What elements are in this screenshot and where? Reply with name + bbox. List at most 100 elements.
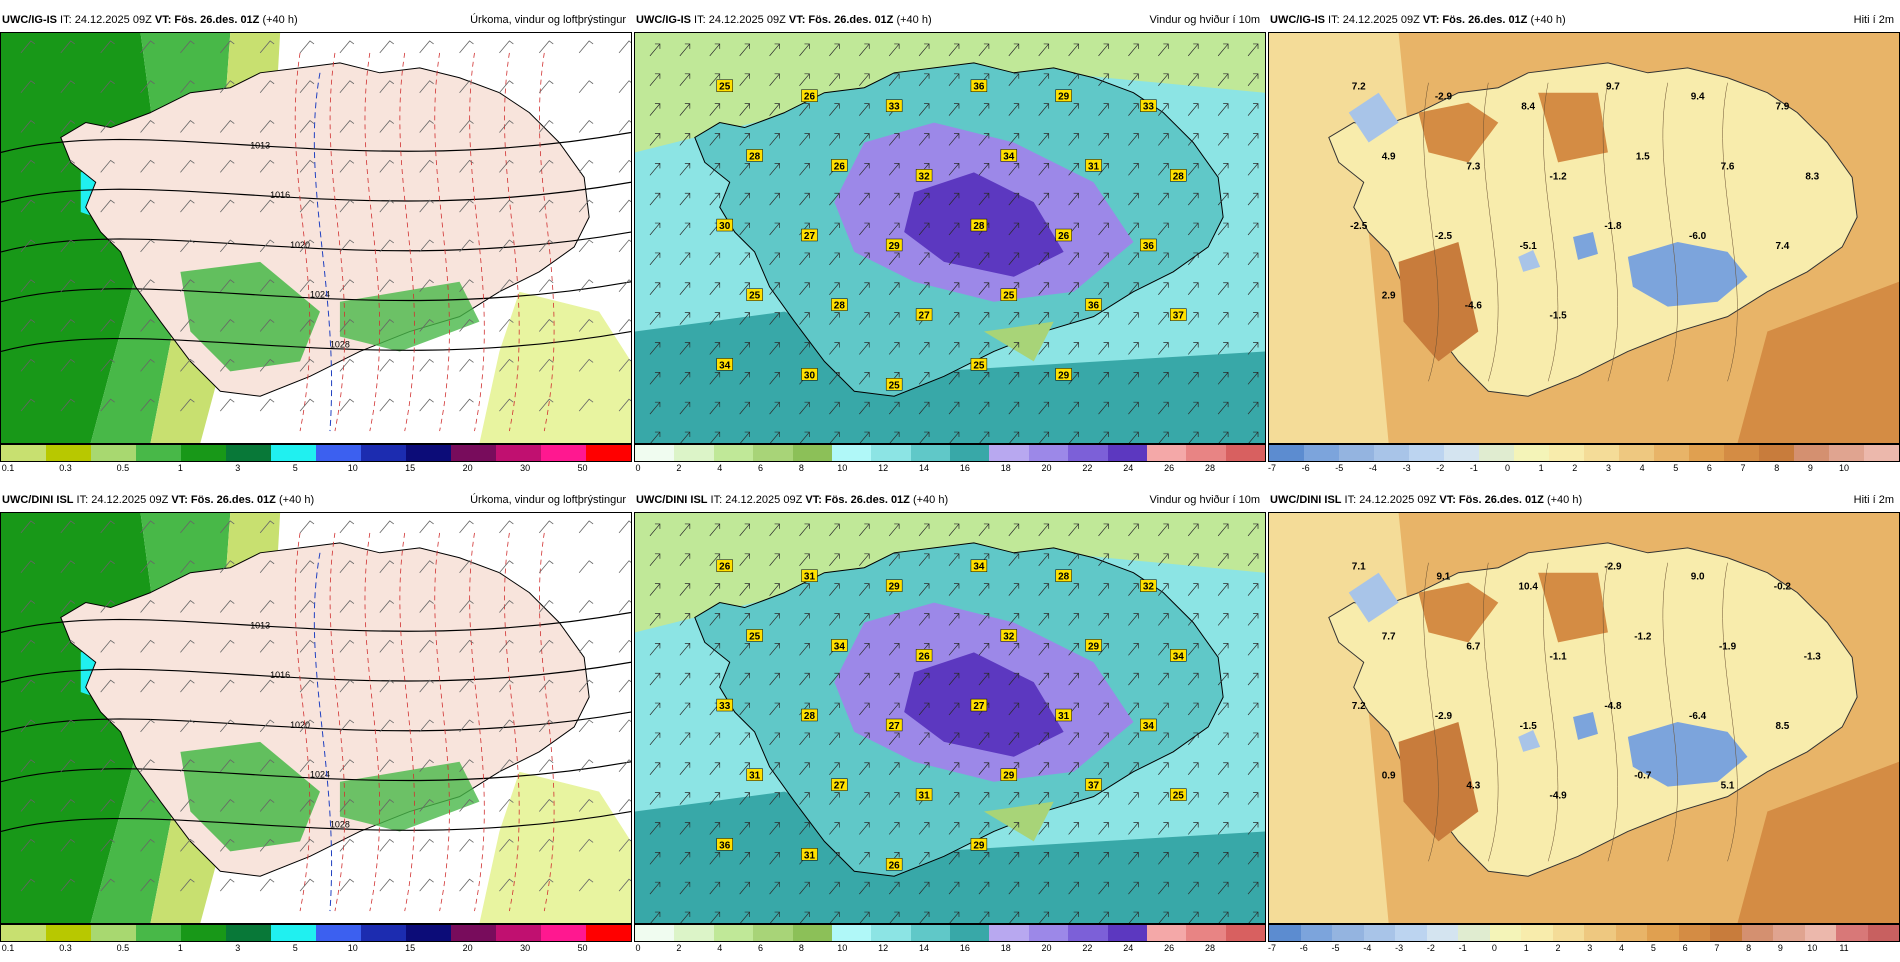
- gust-value-label: 37: [1088, 781, 1100, 792]
- wind-barb: [499, 878, 514, 892]
- wind-arrow: [739, 672, 750, 686]
- wind-barb: [339, 199, 355, 213]
- wind-barb: [299, 878, 315, 892]
- gust-value-label: 29: [973, 840, 985, 851]
- wind-barb: [419, 719, 434, 733]
- gust-value-label: 34: [719, 360, 731, 371]
- map-area: 26 31 29 34 28 32 25 34 26 32 29 34 33 28 27 27 31 34 31 27…: [634, 512, 1266, 924]
- wind-arrow: [1068, 312, 1079, 325]
- wind-arrow: [1158, 672, 1169, 686]
- wind-arrow: [769, 73, 780, 86]
- color-scale-swatch: [226, 445, 271, 461]
- wind-arrow: [739, 43, 750, 57]
- wind-arrow: [1187, 43, 1199, 57]
- wind-arrow: [978, 792, 990, 805]
- gust-label-box: [1055, 89, 1072, 102]
- wind-barb: [538, 319, 554, 332]
- gust-label-box: [1085, 159, 1102, 172]
- wind-barb: [299, 319, 315, 332]
- wind-arrow: [1038, 222, 1050, 236]
- wind-barb: [459, 600, 474, 613]
- wind-arrow: [799, 672, 810, 686]
- wind-barb: [618, 639, 631, 653]
- wind-barb: [219, 358, 235, 372]
- wind-arrow: [1128, 613, 1139, 626]
- wind-arrow: [1158, 822, 1169, 835]
- map-svg: 7.1 9.1 10.4 -2.9 9.0 -0.2 7.7 6.7 -1.1 -1.2 -1.9 -…: [1269, 513, 1899, 923]
- wind-arrow: [859, 732, 870, 746]
- color-scale-swatch: [1552, 925, 1584, 941]
- wind-arrow: [799, 252, 810, 266]
- wind-barb: [180, 40, 195, 54]
- color-scale-tick-label: 22: [1082, 943, 1093, 953]
- glacier-vatnajokull: [1627, 721, 1748, 787]
- panel-title: Úrkoma, vindur og loftþrýstingur: [470, 14, 626, 26]
- wind-arrow: [1098, 431, 1109, 443]
- wind-barb: [180, 120, 195, 133]
- wind-barb: [299, 520, 315, 534]
- wind-arrow: [888, 192, 900, 206]
- wind-arrow: [739, 702, 750, 716]
- wind-arrow: [679, 103, 691, 116]
- wind-arrow: [859, 43, 870, 57]
- color-scale-tick-label: 3: [1605, 463, 1611, 473]
- wind-arrow: [948, 312, 960, 325]
- color-scale-swatch: [1225, 925, 1265, 941]
- color-scale-swatch: [541, 925, 586, 941]
- wind-arrow: [1158, 702, 1169, 716]
- wind-arrow: [1038, 792, 1050, 805]
- wind-barb: [20, 679, 36, 693]
- wind-arrow: [1008, 672, 1020, 686]
- wind-arrow: [1158, 911, 1169, 923]
- wind-arrow: [1217, 762, 1229, 775]
- wind-arrow: [978, 762, 990, 775]
- wind-barb: [100, 319, 115, 332]
- gust-value-label: 31: [804, 850, 816, 861]
- wind-arrow: [739, 523, 750, 537]
- gust-label-box: [1000, 629, 1018, 642]
- wind-arrow: [1068, 371, 1079, 385]
- wind-barb: [578, 838, 594, 852]
- wind-barb: [20, 878, 36, 892]
- temperature-value-label: -2.9: [1435, 92, 1453, 103]
- wind-arrow: [769, 553, 780, 566]
- wind-arrow: [1098, 342, 1109, 355]
- gust-value-label: 31: [749, 771, 761, 782]
- wind-arrow: [1217, 672, 1229, 686]
- color-scale-swatch: [1458, 925, 1490, 941]
- wind-arrow: [1247, 881, 1259, 895]
- wind-barb: [538, 560, 554, 573]
- wind-barb: [60, 679, 76, 693]
- wind-barb: [379, 560, 394, 573]
- valid-time: VT: Fös. 26.des. 01Z: [1422, 14, 1528, 26]
- wind-arrow: [948, 192, 960, 206]
- wind-arrow: [769, 252, 780, 266]
- wind-arrow: [918, 73, 930, 86]
- wind-arrow: [649, 43, 661, 57]
- wind-arrow: [679, 222, 691, 236]
- wind-barb: [20, 759, 36, 772]
- wind-arrow: [1128, 583, 1139, 596]
- wind-arrow: [1039, 911, 1050, 923]
- gust-value-label: 31: [804, 572, 816, 583]
- wind-arrow: [1247, 523, 1259, 537]
- temperature-value-label: -0.7: [1634, 771, 1652, 782]
- wind-arrow: [1038, 672, 1050, 686]
- panel-title: Vindur og hviður í 10m: [1149, 14, 1260, 26]
- wind-barb: [20, 40, 36, 54]
- wind-arrow: [948, 881, 960, 895]
- init-time: IT: 24.12.2025 09Z: [691, 14, 789, 26]
- wind-arrow: [1158, 431, 1169, 443]
- wind-arrow: [859, 881, 870, 895]
- gust-label-box: [801, 708, 818, 722]
- wind-arrow: [1068, 103, 1079, 116]
- wind-arrow: [710, 911, 721, 923]
- isotherm-line: [469, 532, 485, 912]
- wind-barb: [219, 600, 235, 613]
- wind-arrow: [1068, 762, 1079, 775]
- color-scale-tick-label: 0.3: [59, 463, 72, 473]
- wind-arrow: [649, 762, 661, 775]
- wind-barb: [419, 199, 434, 213]
- wind-barb: [299, 799, 315, 812]
- wind-arrow: [948, 672, 960, 686]
